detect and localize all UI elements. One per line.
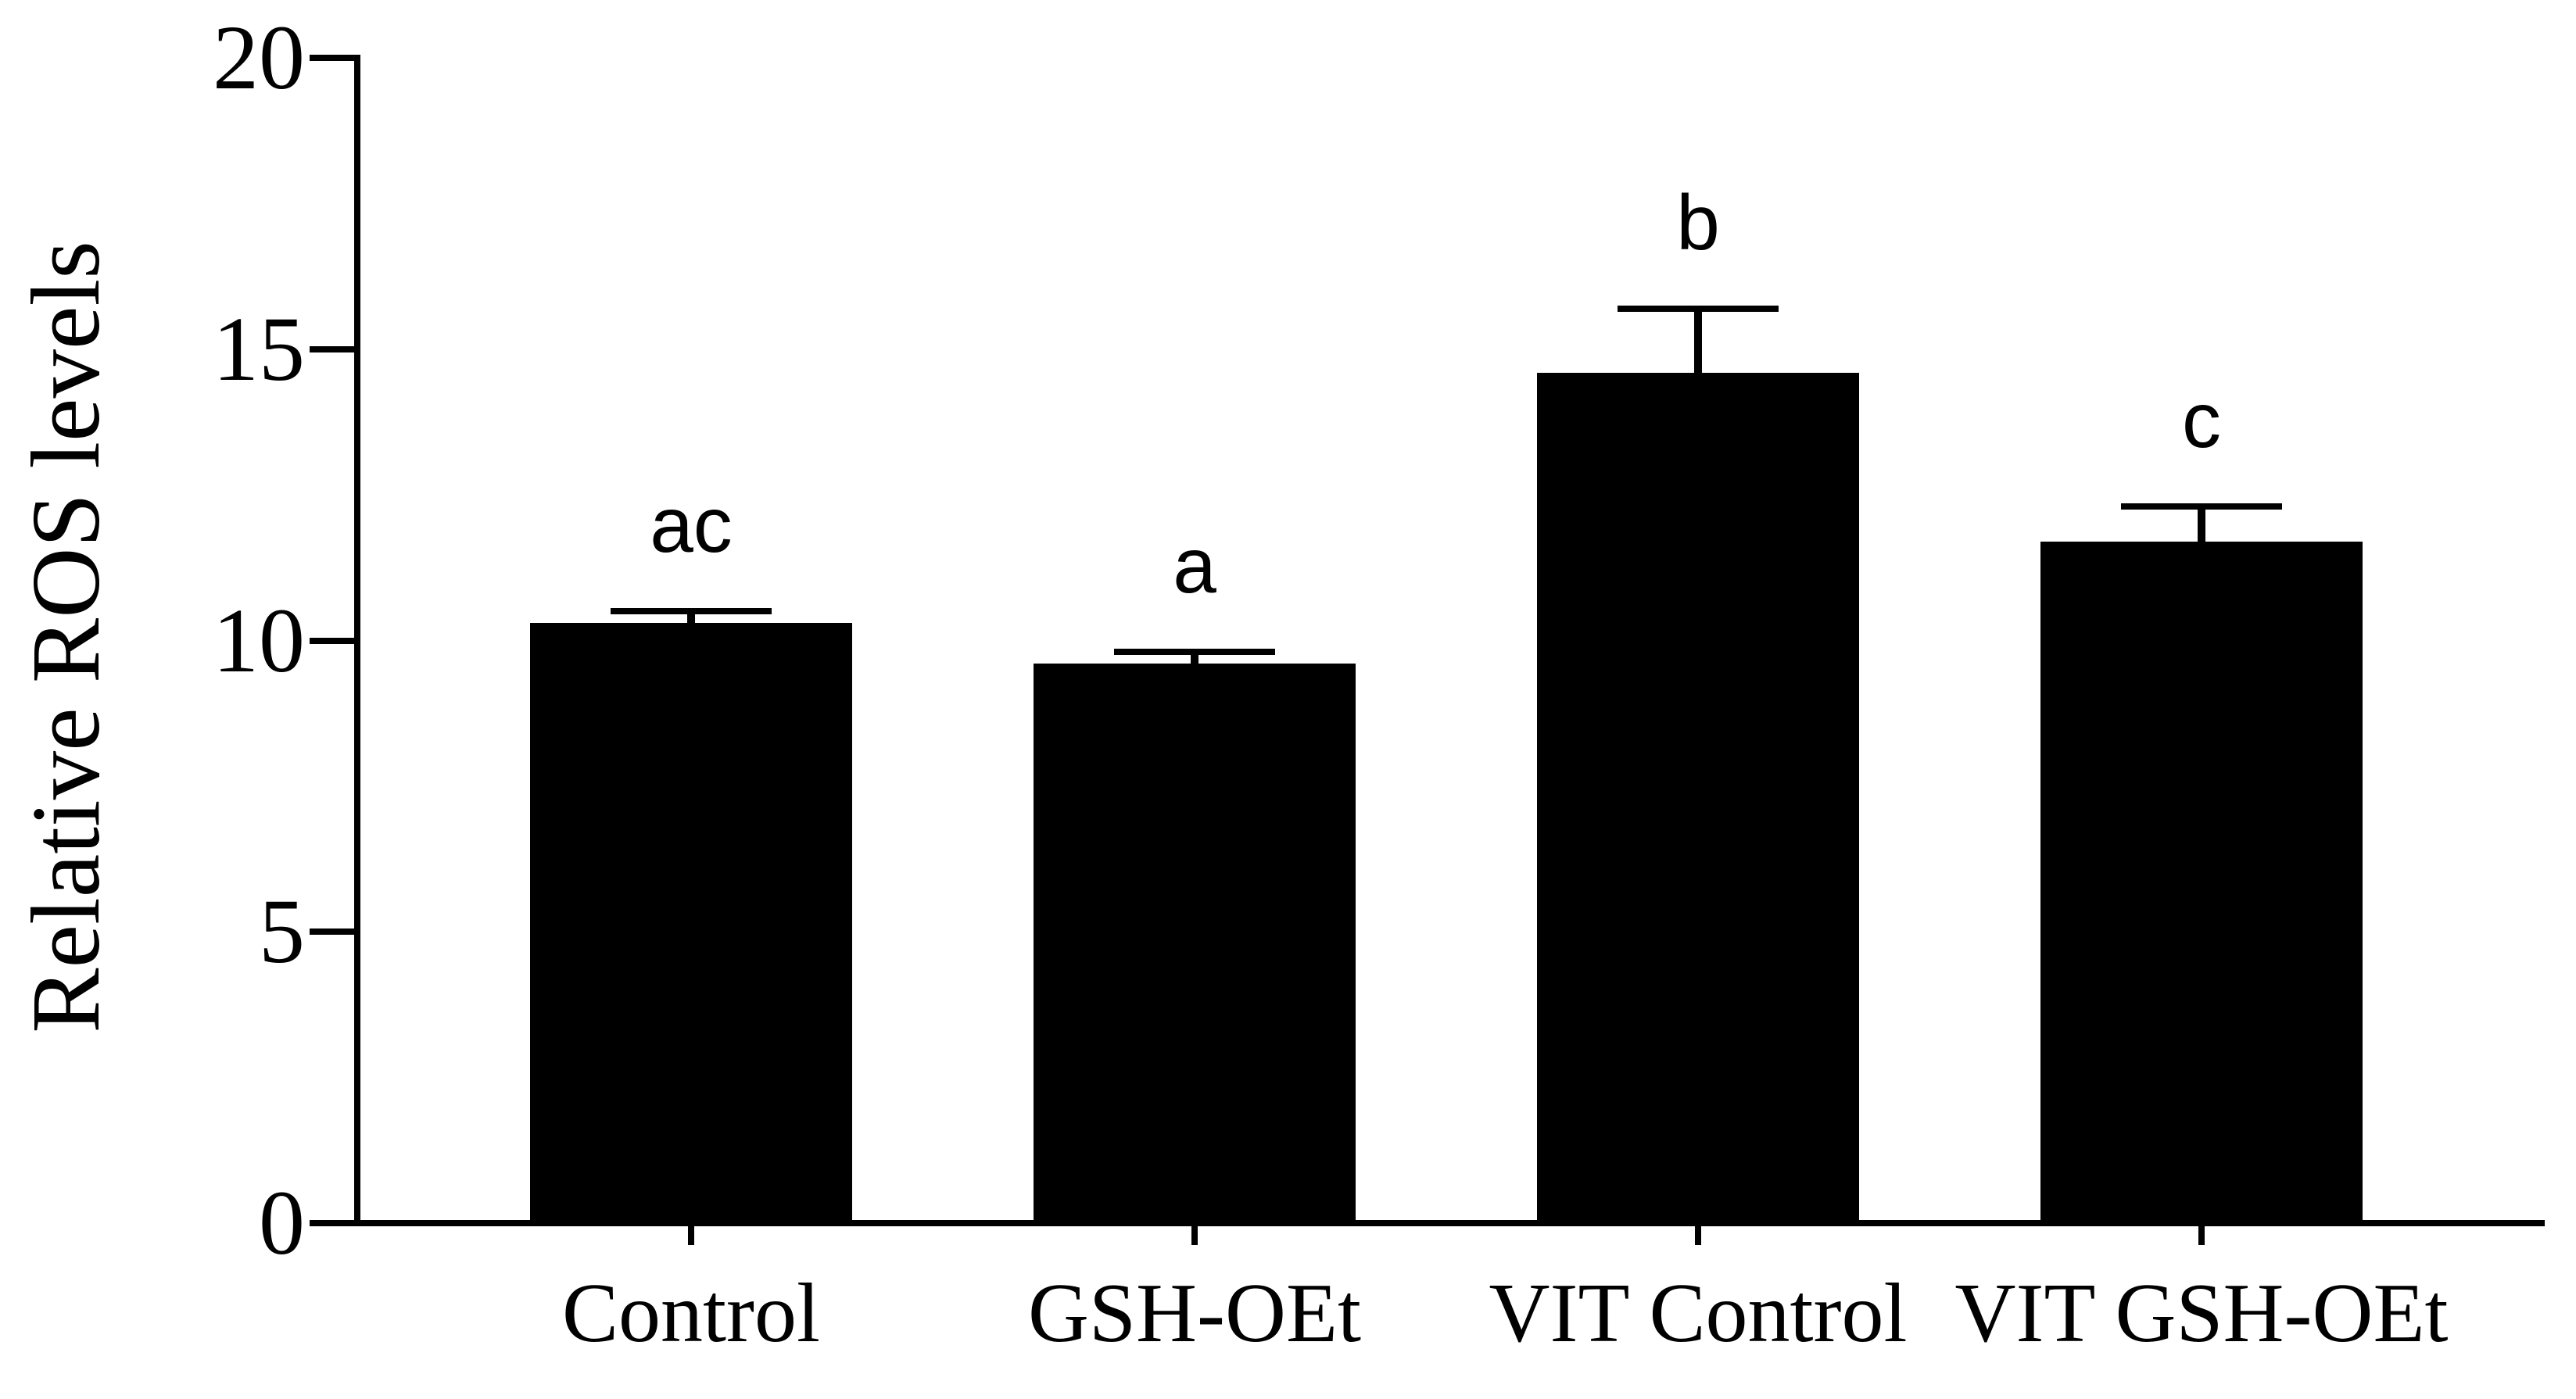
significance-letter-vit-gsh-oet: c (2182, 377, 2221, 465)
y-tick-label-10: 10 (213, 589, 305, 692)
significance-letter-vit-control: b (1676, 178, 1720, 267)
x-label-vit-control: VIT Control (1489, 1267, 1908, 1360)
significance-letter-control: ac (650, 481, 733, 570)
y-tick-label-15: 15 (213, 297, 305, 400)
error-bar-cap-gsh-oet (1114, 649, 1275, 656)
error-bar-cap-control (611, 608, 772, 615)
y-tick-15 (310, 345, 354, 352)
x-label-control: Control (561, 1267, 820, 1360)
y-tick-0 (310, 1220, 354, 1226)
bar-control (530, 623, 852, 1223)
error-bar-stem-control (687, 611, 695, 627)
y-tick-label-20: 20 (213, 6, 305, 109)
significance-letter-gsh-oet: a (1173, 522, 1216, 610)
x-tick-control (688, 1226, 694, 1245)
x-label-gsh-oet: GSH-OEt (1028, 1267, 1361, 1360)
error-bar-cap-vit-control (1618, 305, 1779, 312)
x-tick-gsh-oet (1191, 1226, 1198, 1245)
bar-gsh-oet (1034, 664, 1356, 1223)
y-tick-label-0: 0 (259, 1172, 305, 1274)
x-tick-vit-control (1695, 1226, 1701, 1245)
y-tick-20 (310, 55, 354, 61)
error-bar-stem-vit-gsh-oet (2198, 506, 2205, 545)
y-axis-line (354, 55, 360, 1226)
bar-vit-control (1537, 372, 1859, 1223)
x-label-vit-gsh-oet: VIT GSH-OEt (1954, 1267, 2449, 1360)
y-tick-label-5: 5 (259, 880, 305, 983)
error-bar-cap-vit-gsh-oet (2121, 503, 2282, 510)
x-axis-line (354, 1220, 2545, 1226)
x-tick-vit-gsh-oet (2198, 1226, 2205, 1245)
error-bar-stem-gsh-oet (1191, 652, 1198, 667)
error-bar-stem-vit-control (1694, 308, 1702, 376)
y-tick-5 (310, 928, 354, 936)
bar-vit-gsh-oet (2040, 541, 2363, 1223)
y-tick-10 (310, 637, 354, 644)
